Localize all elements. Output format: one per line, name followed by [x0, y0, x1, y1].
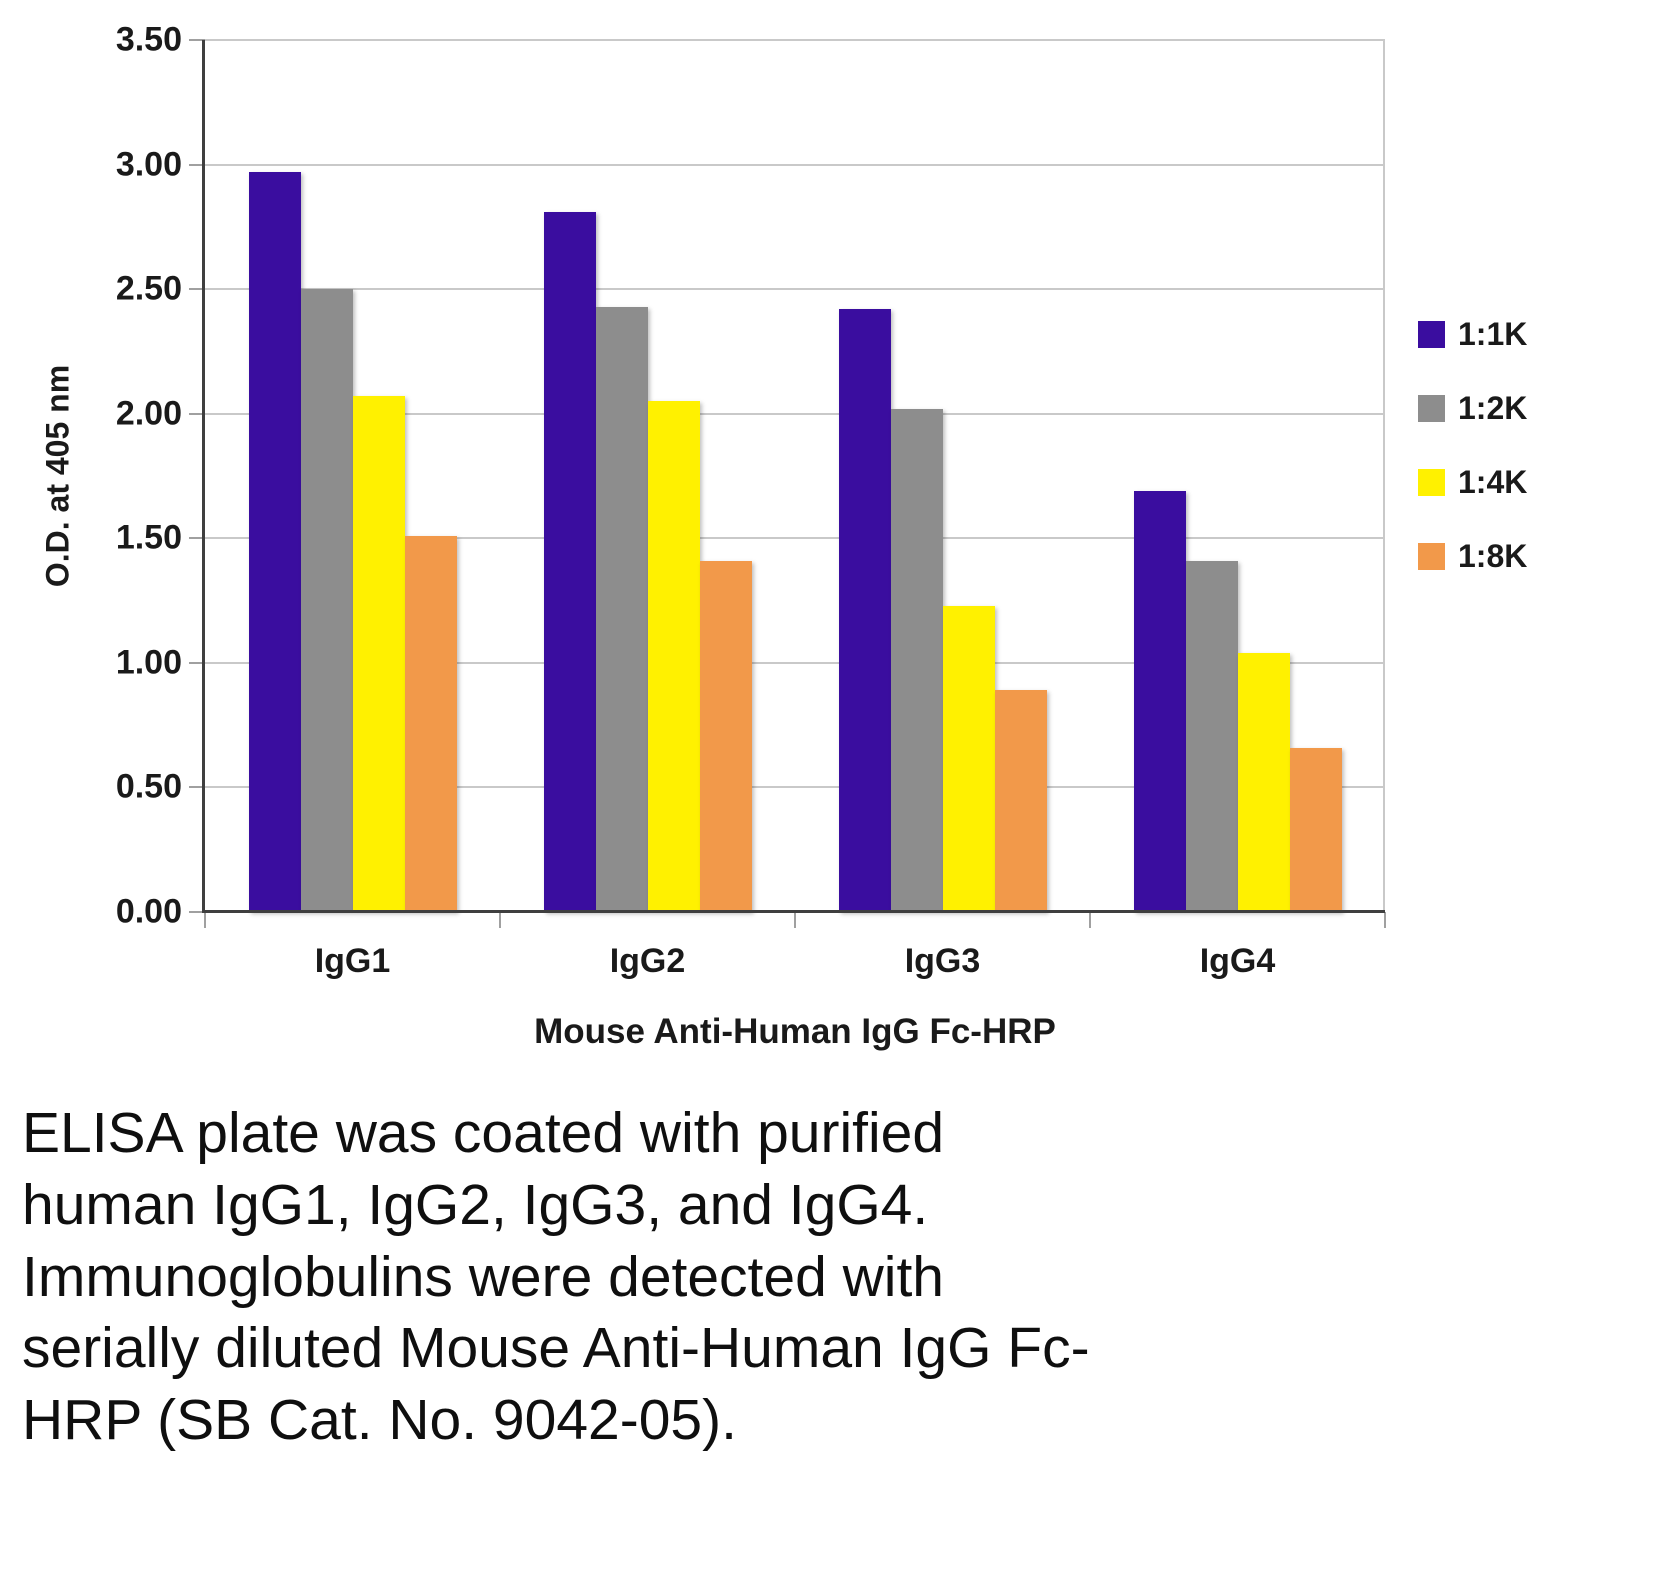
bar-group-igg3: [795, 40, 1090, 912]
x-tick-label-igg4: IgG4: [1199, 942, 1276, 980]
caption: ELISA plate was coated with purified huma…: [22, 1098, 1382, 1457]
x-tick-mark: [1089, 912, 1091, 928]
bar-igg3-18k: [994, 690, 1047, 912]
gridline: [205, 661, 1385, 664]
y-tick-mark: [189, 288, 205, 291]
caption-line: Immunoglobulins were detected with: [22, 1244, 944, 1309]
legend-item-12k: 1:2K: [1418, 390, 1527, 427]
y-tick-label: 3.00: [115, 145, 182, 184]
x-tick-label-igg1: IgG1: [314, 942, 391, 980]
gridline: [205, 39, 1385, 41]
legend: 1:1K 1:2K 1:4K 1:8K: [1418, 316, 1527, 612]
y-tick-label: 0.50: [115, 767, 182, 806]
y-tick-mark: [189, 786, 205, 789]
legend-item-11k: 1:1K: [1418, 316, 1527, 353]
bar-groups: [205, 40, 1385, 912]
x-tick-mark: [499, 912, 501, 928]
x-tick-mark: [204, 912, 206, 928]
y-tick-mark: [189, 163, 205, 166]
y-axis-line: [202, 40, 205, 912]
x-axis-title: Mouse Anti-Human IgG Fc-HRP: [534, 1012, 1056, 1051]
legend-swatch-icon: [1418, 321, 1445, 348]
legend-label: 1:4K: [1458, 464, 1528, 500]
caption-line: serially diluted Mouse Anti-Human IgG Fc…: [22, 1316, 1090, 1381]
bar-igg4-14k: [1237, 652, 1290, 912]
bar-igg2-18k: [699, 560, 752, 912]
bar-igg2-12k: [595, 306, 648, 912]
y-tick-mark: [189, 537, 205, 540]
y-tick-mark: [189, 911, 205, 913]
y-tick-label: 2.00: [115, 394, 182, 433]
plot-area: [189, 39, 1386, 928]
legend-swatch-icon: [1418, 543, 1445, 570]
bar-igg1-14k: [352, 396, 405, 912]
bar-igg2-11k: [543, 211, 596, 912]
y-tick-label: 3.50: [115, 20, 182, 59]
x-tick-label-igg3: IgG3: [904, 942, 981, 980]
y-axis-tick-labels: 3.50 3.00 2.50 2.00 1.50 1.00 0.50 0.00: [78, 21, 190, 931]
bar-group-igg2: [500, 40, 795, 912]
y-tick-label: 1.00: [115, 643, 182, 682]
bar-igg3-11k: [838, 309, 891, 912]
gridline: [205, 786, 1385, 789]
bar-group-igg4: [1090, 40, 1385, 912]
caption-line: ELISA plate was coated with purified: [22, 1101, 945, 1165]
y-tick-mark: [189, 412, 205, 415]
gridline: [205, 412, 1385, 415]
legend-item-18k: 1:8K: [1418, 538, 1527, 575]
bar-igg4-18k: [1289, 747, 1342, 912]
gridline: [205, 163, 1385, 166]
caption-line: human IgG1, IgG2, IgG3, and IgG4.: [22, 1172, 929, 1237]
y-tick-label: 0.00: [115, 892, 182, 931]
legend-label: 1:2K: [1458, 390, 1528, 426]
bar-group-igg1: [205, 40, 500, 912]
x-axis-tick-labels: IgG1 IgG2 IgG3 IgG4: [205, 942, 1385, 981]
legend-swatch-icon: [1418, 469, 1445, 496]
bar-igg2-14k: [647, 401, 700, 912]
bar-igg1-11k: [248, 172, 301, 912]
bar-igg3-12k: [890, 408, 943, 912]
bar-igg1-12k: [300, 289, 353, 912]
gridline: [205, 537, 1385, 540]
bar-igg4-12k: [1185, 560, 1238, 912]
bar-igg1-18k: [404, 535, 457, 912]
x-axis-line: [202, 910, 1385, 913]
bar-igg4-11k: [1133, 490, 1186, 912]
y-tick-label: 1.50: [115, 518, 182, 557]
x-tick-mark: [794, 912, 796, 928]
caption-line: HRP (SB Cat. No. 9042-05).: [22, 1388, 737, 1453]
y-axis-title: O.D. at 405 nm: [39, 364, 76, 588]
y-tick-label: 2.50: [115, 269, 182, 308]
bar-igg3-14k: [942, 605, 995, 912]
legend-swatch-icon: [1418, 395, 1445, 422]
legend-item-14k: 1:4K: [1418, 464, 1527, 501]
gridline: [205, 288, 1385, 291]
x-tick-label-igg2: IgG2: [609, 942, 686, 980]
y-tick-mark: [189, 661, 205, 664]
legend-label: 1:1K: [1458, 316, 1528, 352]
y-tick-mark: [189, 39, 205, 41]
legend-label: 1:8K: [1458, 538, 1528, 574]
plot-right-border: [1383, 40, 1385, 912]
x-tick-mark: [1384, 912, 1386, 928]
